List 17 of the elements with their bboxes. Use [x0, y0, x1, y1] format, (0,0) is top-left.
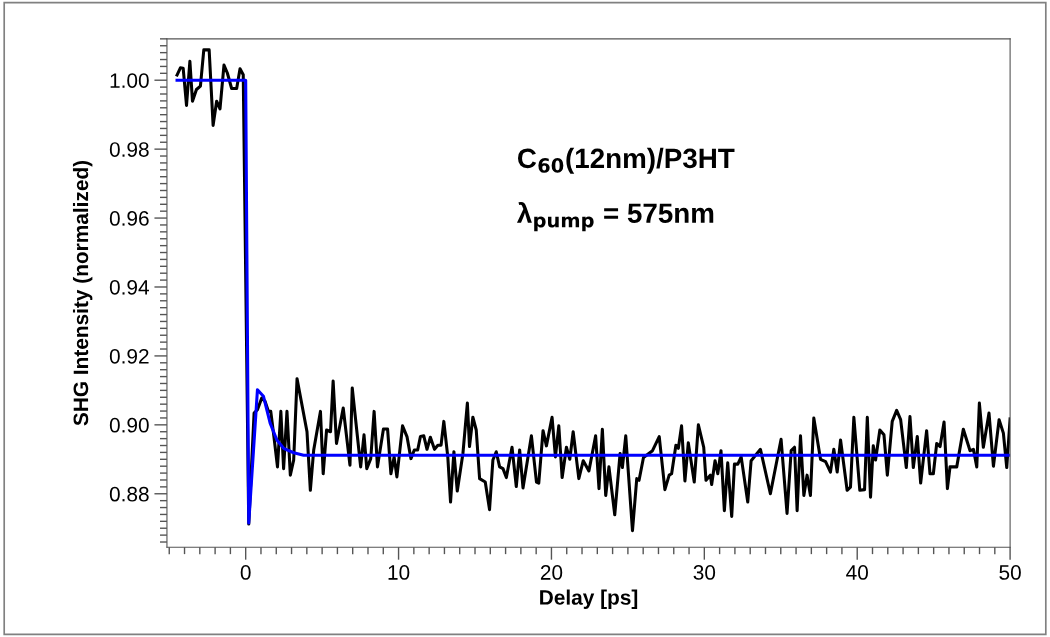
x-tick-label: 10	[388, 565, 410, 580]
x-tick-label: 20	[540, 565, 563, 580]
y-tick-label: 0.90	[109, 417, 149, 433]
y-tick-label: 1.00	[110, 73, 149, 88]
annotation: C$_{60}$(12nm)/P3HT	[518, 147, 735, 174]
annotation: λ$_{pump}$ = 575nm	[516, 201, 714, 232]
x-axis-title: Delay [ps]	[540, 589, 638, 609]
y-axis-title: SHG Intensity (normalized)	[72, 160, 93, 426]
x-tick-label: 0	[240, 565, 251, 580]
y-tick-label: 0.94	[109, 279, 149, 295]
x-tick-label: 30	[693, 565, 716, 580]
x-tick-label: 40	[846, 565, 868, 580]
y-tick-label: 0.88	[109, 486, 149, 502]
y-tick-label: 0.92	[109, 348, 149, 364]
y-tick-label: 0.96	[109, 211, 149, 226]
x-tick-label: 50	[999, 565, 1021, 580]
y-tick-label: 0.98	[109, 142, 149, 157]
